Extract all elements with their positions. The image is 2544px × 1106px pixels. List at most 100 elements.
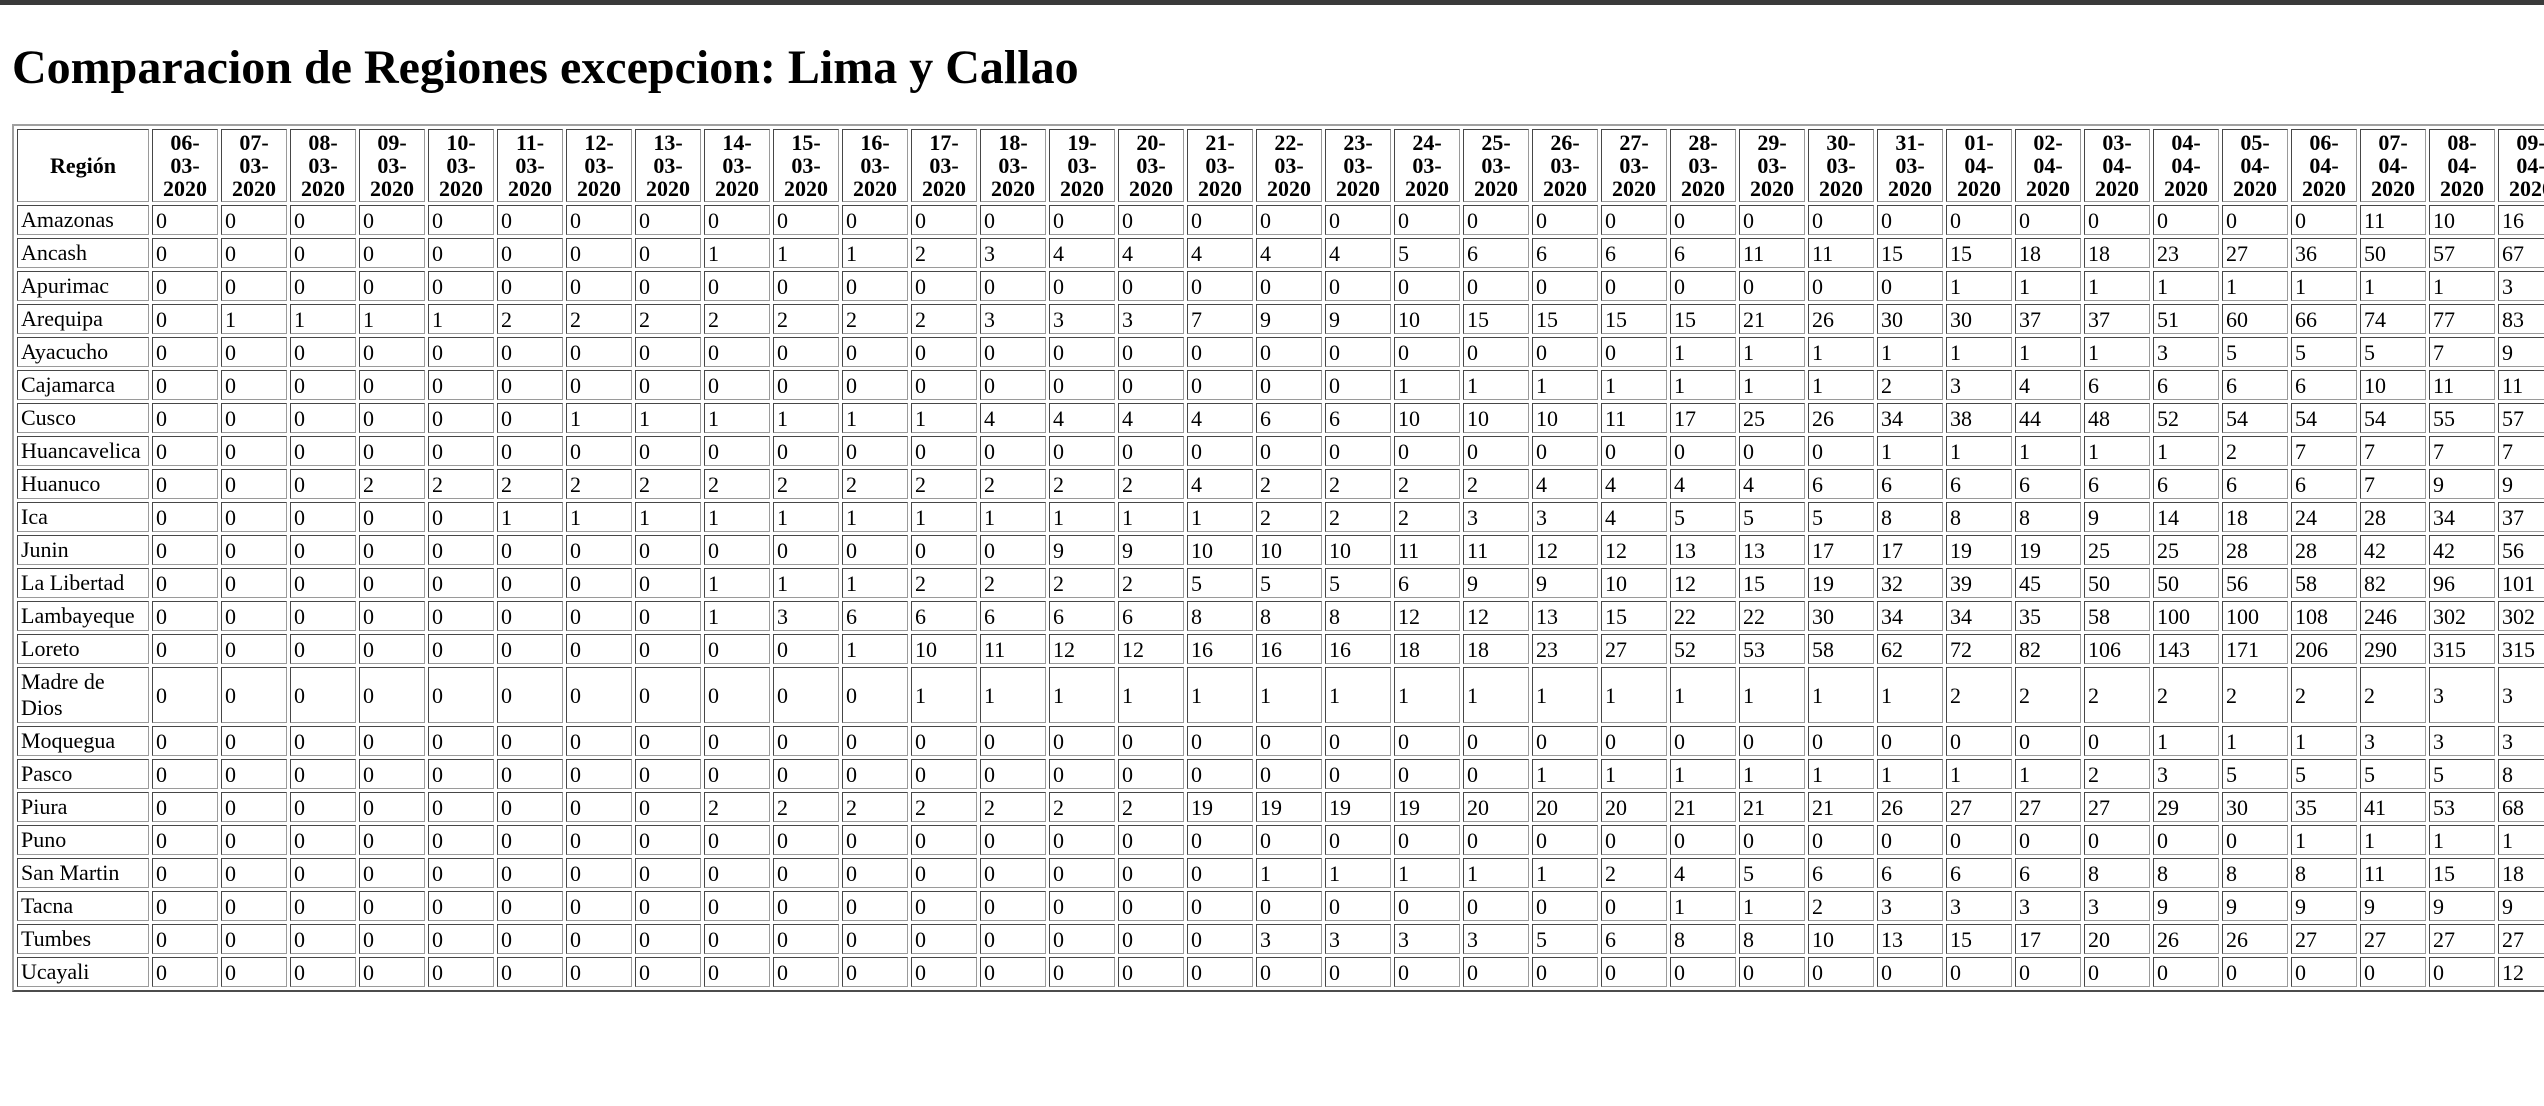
case-count-cell: 0 (1049, 825, 1115, 855)
case-count-cell: 0 (221, 957, 287, 987)
case-count-cell: 7 (2360, 469, 2426, 499)
case-count-cell: 0 (704, 271, 770, 301)
case-count-cell: 0 (1049, 370, 1115, 400)
case-count-cell: 0 (980, 858, 1046, 888)
case-count-cell: 18 (1463, 634, 1529, 664)
case-count-cell: 290 (2360, 634, 2426, 664)
case-count-cell: 0 (221, 403, 287, 433)
case-count-cell: 0 (1118, 436, 1184, 466)
table-row: Ucayali 0 0 0 0 0 0 0 0 0 0 0 0 0 0 0 0 0 0 0 0 0 0 0 0 0 0 0 0 0 0 0 0 0… (17, 957, 2544, 987)
case-count-cell: 0 (980, 337, 1046, 367)
case-count-cell: 20 (1463, 792, 1529, 822)
case-count-cell: 0 (704, 667, 770, 723)
case-count-cell: 25 (1739, 403, 1805, 433)
case-count-cell: 0 (359, 271, 425, 301)
case-count-cell: 1 (1808, 759, 1874, 789)
case-count-cell: 0 (1601, 271, 1667, 301)
case-count-cell: 1 (1532, 759, 1598, 789)
case-count-cell: 0 (290, 436, 356, 466)
case-count-cell: 1 (2015, 436, 2081, 466)
case-count-cell: 0 (842, 337, 908, 367)
case-count-cell: 143 (2153, 634, 2219, 664)
case-count-cell: 0 (1187, 271, 1253, 301)
case-count-cell: 4 (1187, 238, 1253, 268)
case-count-cell: 1 (1808, 667, 1874, 723)
case-count-cell: 1 (1670, 667, 1736, 723)
date-column-header: 13- 03- 2020 (635, 129, 701, 202)
table-row: San Martin 0 0 0 0 0 0 0 0 0 0 0 0 0 0 0 0 1 1 1 1 1 2 4 5 6 6 6 6 8 8… (17, 858, 2544, 888)
case-count-cell: 1 (1463, 858, 1529, 888)
case-count-cell: 23 (2153, 238, 2219, 268)
region-name-cell: Lambayeque (17, 601, 149, 631)
case-count-cell: 44 (2015, 403, 2081, 433)
case-count-cell: 0 (497, 667, 563, 723)
case-count-cell: 0 (428, 726, 494, 756)
case-count-cell: 0 (1394, 825, 1460, 855)
case-count-cell: 0 (704, 726, 770, 756)
case-count-cell: 1 (911, 667, 977, 723)
case-count-cell: 0 (359, 601, 425, 631)
case-count-cell: 27 (2291, 924, 2357, 954)
table-row: Madre de Dios 0 0 0 0 0 0 0 0 0 0 0 1 1 1 1 1 1 1 1 1 1 1 1 1 1 1 2… (17, 667, 2544, 723)
region-name-cell: Piura (17, 792, 149, 822)
case-count-cell: 0 (152, 601, 218, 631)
case-count-cell: 0 (1118, 858, 1184, 888)
case-count-cell: 2 (842, 469, 908, 499)
case-count-cell: 0 (1601, 726, 1667, 756)
case-count-cell: 0 (980, 825, 1046, 855)
case-count-cell: 0 (221, 469, 287, 499)
case-count-cell: 1 (1601, 759, 1667, 789)
case-count-cell: 37 (2084, 304, 2150, 334)
case-count-cell: 0 (1532, 205, 1598, 235)
case-count-cell: 0 (1463, 759, 1529, 789)
case-count-cell: 0 (635, 858, 701, 888)
case-count-cell: 0 (152, 337, 218, 367)
case-count-cell: 7 (2429, 436, 2495, 466)
case-count-cell: 1 (359, 304, 425, 334)
case-count-cell: 42 (2360, 535, 2426, 565)
case-count-cell: 0 (1325, 271, 1391, 301)
case-count-cell: 38 (1946, 403, 2012, 433)
case-count-cell: 1 (2429, 825, 2495, 855)
date-column-header: 30- 03- 2020 (1808, 129, 1874, 202)
case-count-cell: 0 (359, 403, 425, 433)
case-count-cell: 11 (1739, 238, 1805, 268)
case-count-cell: 0 (842, 667, 908, 723)
case-count-cell: 0 (1532, 271, 1598, 301)
case-count-cell: 1 (2222, 271, 2288, 301)
case-count-cell: 0 (773, 924, 839, 954)
case-count-cell: 0 (221, 238, 287, 268)
case-count-cell: 1 (1670, 337, 1736, 367)
case-count-cell: 0 (773, 271, 839, 301)
date-column-header: 20- 03- 2020 (1118, 129, 1184, 202)
case-count-cell: 27 (2222, 238, 2288, 268)
case-count-cell: 0 (428, 825, 494, 855)
case-count-cell: 6 (980, 601, 1046, 631)
case-count-cell: 0 (1118, 891, 1184, 921)
case-count-cell: 11 (1808, 238, 1874, 268)
date-column-header: 27- 03- 2020 (1601, 129, 1667, 202)
case-count-cell: 6 (1394, 568, 1460, 598)
date-column-header: 25- 03- 2020 (1463, 129, 1529, 202)
case-count-cell: 0 (497, 370, 563, 400)
case-count-cell: 0 (911, 924, 977, 954)
region-name-cell: Ayacucho (17, 337, 149, 367)
case-count-cell: 0 (635, 337, 701, 367)
case-count-cell: 0 (1256, 825, 1322, 855)
case-count-cell: 0 (1256, 370, 1322, 400)
case-count-cell: 0 (635, 436, 701, 466)
case-count-cell: 0 (1739, 205, 1805, 235)
case-count-cell: 0 (221, 502, 287, 532)
case-count-cell: 2 (359, 469, 425, 499)
case-count-cell: 0 (980, 891, 1046, 921)
case-count-cell: 9 (2291, 891, 2357, 921)
case-count-cell: 0 (566, 858, 632, 888)
case-count-cell: 2 (2084, 759, 2150, 789)
case-count-cell: 2 (1946, 667, 2012, 723)
case-count-cell: 5 (1325, 568, 1391, 598)
case-count-cell: 83 (2498, 304, 2544, 334)
case-count-cell: 0 (842, 924, 908, 954)
case-count-cell: 25 (2084, 535, 2150, 565)
case-count-cell: 6 (2291, 370, 2357, 400)
case-count-cell: 6 (2015, 469, 2081, 499)
